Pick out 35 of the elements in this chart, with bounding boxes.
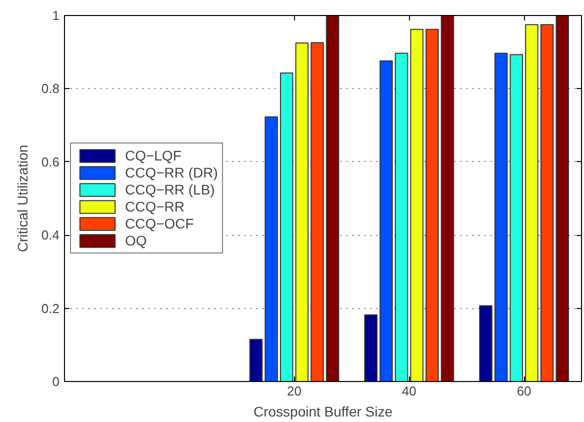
bar xyxy=(426,28,439,382)
legend-label: CCQ−RR xyxy=(125,198,185,214)
x-tick-label: 60 xyxy=(516,384,532,398)
bar xyxy=(280,72,294,382)
bar xyxy=(394,52,408,382)
x-axis-title: Crosspoint Buffer Size xyxy=(253,404,393,420)
legend-label: CQ−LQF xyxy=(125,148,182,164)
bar xyxy=(510,54,524,382)
x-tick-label: 40 xyxy=(402,384,416,398)
bar xyxy=(326,16,340,382)
legend-label: OQ xyxy=(125,232,147,248)
legend-label: CCQ−OCF xyxy=(125,216,194,232)
bar xyxy=(364,314,378,382)
y-tick-label: 0.4 xyxy=(41,228,60,243)
bar xyxy=(479,305,492,382)
bar xyxy=(440,16,454,382)
x-tick-label: 20 xyxy=(287,384,302,398)
bar xyxy=(410,28,424,382)
bar xyxy=(525,24,538,382)
bar xyxy=(264,116,278,382)
y-tick-label: 0.6 xyxy=(41,154,60,170)
bar xyxy=(556,16,569,382)
bar xyxy=(540,24,554,382)
bar xyxy=(249,338,263,382)
bar xyxy=(380,60,393,382)
bar xyxy=(494,52,508,382)
y-tick-label: 0 xyxy=(52,374,60,389)
y-tick-label: 1 xyxy=(52,8,60,23)
legend-label: CCQ−RR (LB) xyxy=(125,182,215,198)
bar xyxy=(310,42,324,382)
y-tick-label: 0.2 xyxy=(41,300,60,316)
y-axis-title: Critical Utilization xyxy=(14,144,30,252)
y-tick-label: 0.8 xyxy=(41,81,60,96)
legend-label: CCQ−RR (DR) xyxy=(125,164,218,180)
bar xyxy=(295,42,309,382)
